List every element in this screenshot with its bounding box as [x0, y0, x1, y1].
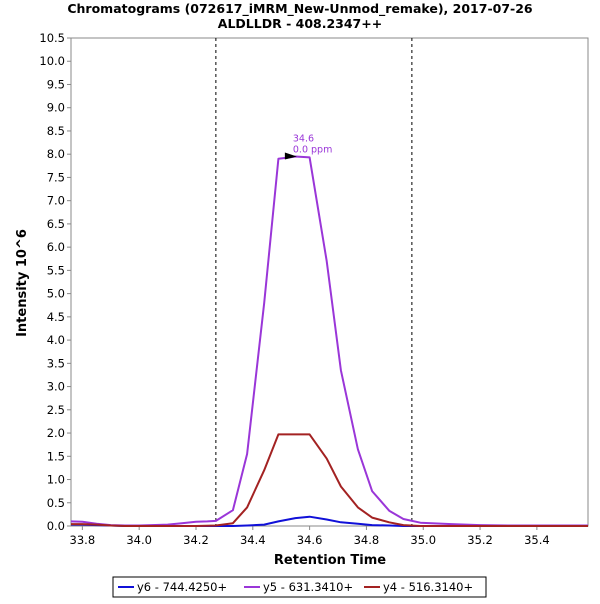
- y-tick-label: 0.0: [47, 519, 65, 533]
- x-tick-label: 34.0: [126, 533, 152, 547]
- y-tick-label: 7.5: [47, 170, 65, 184]
- x-tick-label: 34.4: [240, 533, 266, 547]
- y-tick-label: 2.5: [47, 403, 65, 417]
- x-axis-title: Retention Time: [274, 553, 386, 568]
- y-tick-label: 4.0: [47, 333, 65, 347]
- y-axis-title: Intensity 10^6: [15, 229, 30, 337]
- chart-subtitle: ALDLLDR - 408.2347++: [218, 16, 382, 31]
- y-tick-label: 8.5: [47, 124, 65, 138]
- y-tick-label: 0.5: [47, 496, 65, 510]
- legend-item-label: y5 - 631.3410+: [263, 580, 353, 594]
- x-tick-label: 33.8: [70, 533, 96, 547]
- plot-area: 0.0 0.5 1.0 1.5 2.0 2.5 3.0 3.5 4.0 4.5 5.0 5.5 6.0 6…: [39, 31, 589, 547]
- x-tick-label: 34.8: [354, 533, 380, 547]
- peak-annotation-rt: 34.6: [293, 134, 314, 145]
- y-tick-label: 8.0: [47, 147, 65, 161]
- legend-item-label: y4 - 516.3140+: [383, 580, 473, 594]
- y-tick-label: 1.5: [47, 449, 65, 463]
- y-tick-label: 7.0: [47, 194, 65, 208]
- y-tick-label: 6.0: [47, 240, 65, 254]
- y-tick-label: 6.5: [47, 217, 65, 231]
- x-tick-label: 35.2: [467, 533, 493, 547]
- y-tick-label: 10.0: [39, 54, 65, 68]
- x-tick-label: 35.0: [410, 533, 436, 547]
- x-tick-label: 34.6: [297, 533, 323, 547]
- y-tick-label: 10.5: [39, 31, 65, 45]
- series-line-y4: [71, 433, 588, 527]
- x-tick-label: 35.4: [524, 533, 550, 547]
- chart-title: Chromatograms (072617_iMRM_New-Unmod_rem…: [67, 1, 533, 17]
- y-tick-label: 5.5: [47, 263, 65, 277]
- y-tick-label: 9.5: [47, 77, 65, 91]
- chart-legend: y6 - 744.4250+ y5 - 631.3410+ y4 - 516.314…: [112, 576, 487, 598]
- legend-item-label: y6 - 744.4250+: [137, 580, 227, 594]
- peak-marker-icon: [284, 152, 297, 160]
- peak-annotation-ppm: 0.0 ppm: [293, 145, 332, 156]
- y-tick-label: 2.0: [47, 426, 65, 440]
- y-tick-label: 9.0: [47, 101, 65, 115]
- legend-box: [112, 576, 487, 598]
- y-tick-label: 3.5: [47, 356, 65, 370]
- y-tick-label: 5.0: [47, 287, 65, 301]
- y-tick-label: 3.0: [47, 380, 65, 394]
- y-tick-label: 1.0: [47, 473, 65, 487]
- x-tick-label: 34.2: [183, 533, 209, 547]
- y-tick-label: 4.5: [47, 310, 65, 324]
